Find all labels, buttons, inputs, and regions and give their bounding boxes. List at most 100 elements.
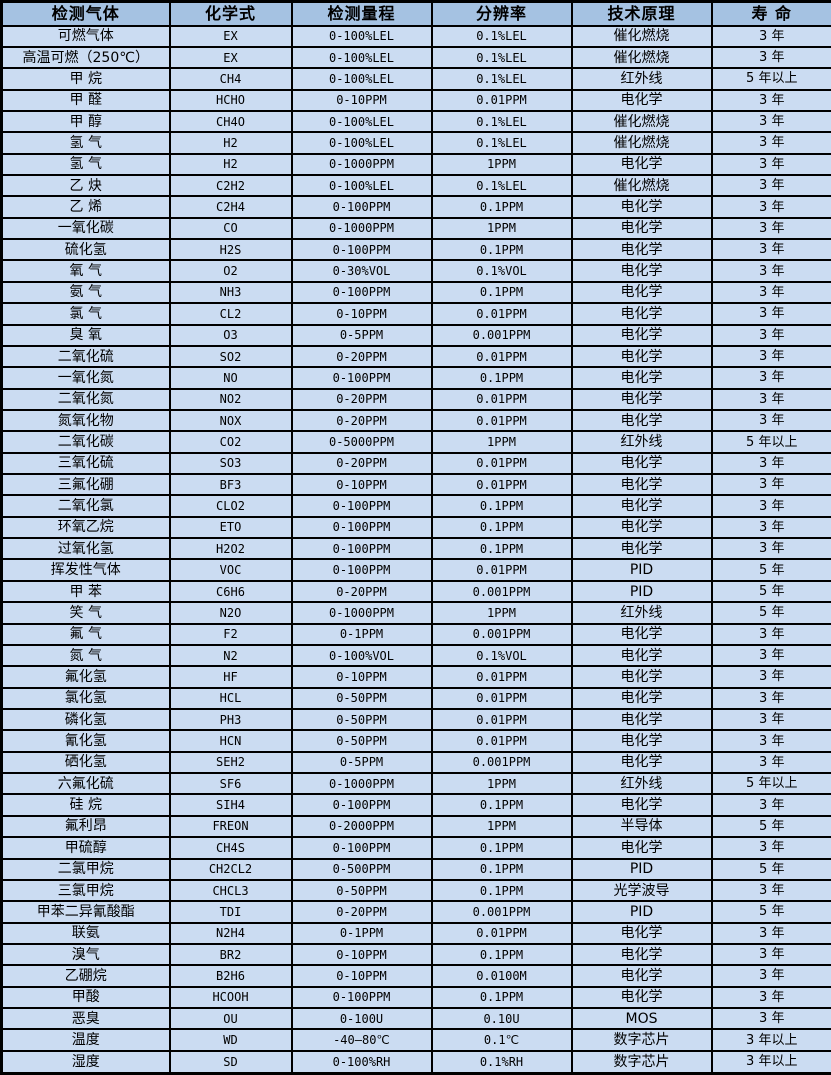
table-row: 一氧化碳 CO 0-1000PPM 1PPM 电化学 3 年: [0, 216, 831, 241]
table-row: 二氧化碳 CO2 0-5000PPM 1PPM 红外线 5 年以上: [0, 430, 831, 454]
cell-range: 0-1PPM: [290, 622, 433, 646]
cell-resolution: 0.001PPM: [430, 750, 573, 775]
cell-resolution: 0.001PPM: [430, 579, 573, 604]
cell-principle: 电化学: [570, 686, 713, 711]
table-body: 可燃气体 EX 0-100%LEL 0.1%LEL 催化燃烧 3 年高温可燃（250℃） E…: [0, 24, 831, 1075]
cell-lifespan: 3 年: [710, 473, 831, 497]
cell-gas: 氮 气: [0, 643, 171, 668]
cell-lifespan: 3 年: [710, 131, 831, 155]
cell-resolution: 0.01PPM: [430, 473, 573, 497]
cell-gas: 氟化氢: [0, 665, 171, 689]
cell-formula: CLO2: [168, 494, 293, 518]
cell-principle: 电化学: [570, 729, 713, 753]
cell-gas: 磷化氢: [0, 707, 171, 732]
cell-range: 0-20PPM: [290, 387, 433, 411]
cell-resolution: 0.1%LEL: [430, 45, 573, 70]
table-row: 恶臭 OU 0-100U 0.10U MOS 3 年: [0, 1007, 831, 1031]
cell-gas: 一氧化碳: [0, 216, 171, 241]
cell-resolution: 0.01PPM: [430, 344, 573, 369]
cell-gas: 笑 气: [0, 601, 171, 625]
cell-lifespan: 3 年: [710, 238, 831, 262]
table-row: 硒化氢 SEH2 0-5PPM 0.001PPM 电化学 3 年: [0, 750, 831, 775]
cell-formula: FREON: [168, 814, 293, 839]
cell-resolution: 0.1PPM: [430, 878, 573, 903]
cell-resolution: 0.1%LEL: [430, 131, 573, 155]
cell-lifespan: 3 年: [710, 152, 831, 177]
cell-range: 0-100PPM: [290, 238, 433, 262]
table-header: 检测气体 化学式 检测量程 分辨率 技术原理寿 命: [0, 0, 831, 27]
cell-gas: 硫化氢: [0, 238, 171, 262]
cell-range: 0-2000PPM: [290, 814, 433, 839]
cell-formula: O3: [168, 323, 293, 347]
cell-range: 0-100%LEL: [290, 24, 433, 48]
cell-gas: 恶臭: [0, 1007, 171, 1031]
cell-resolution: 0.1%LEL: [430, 173, 573, 198]
cell-resolution: 1PPM: [430, 430, 573, 454]
cell-formula: PH3: [168, 707, 293, 732]
cell-principle: 催化燃烧: [570, 109, 713, 134]
cell-principle: 红外线: [570, 601, 713, 625]
cell-formula: HCL: [168, 686, 293, 711]
cell-range: 0-1000PPM: [290, 601, 433, 625]
table-row: 一氧化氮 NO 0-100PPM 0.1PPM 电化学 3 年: [0, 366, 831, 390]
cell-resolution: 1PPM: [430, 152, 573, 177]
cell-gas: 溴气: [0, 942, 171, 967]
cell-lifespan: 5 年: [710, 601, 831, 625]
table-row: 甲硫醇 CH4S 0-100PPM 0.1PPM 电化学 3 年: [0, 836, 831, 860]
cell-principle: 电化学: [570, 302, 713, 326]
table-row: 乙硼烷 B2H6 0-10PPM 0.0100M 电化学 3 年: [0, 964, 831, 988]
cell-range: 0-1000PPM: [290, 216, 433, 241]
cell-lifespan: 5 年: [710, 558, 831, 582]
cell-formula: O2: [168, 259, 293, 283]
cell-formula: C2H2: [168, 173, 293, 198]
cell-gas: 氨 气: [0, 280, 171, 305]
cell-range: 0-1000PPM: [290, 152, 433, 177]
cell-gas: 环氧乙烷: [0, 515, 171, 540]
cell-formula: TDI: [168, 900, 293, 924]
table-row: 乙 烯 C2H4 0-100PPM 0.1PPM 电化学 3 年: [0, 195, 831, 219]
cell-lifespan: 3 年: [710, 366, 831, 390]
table-row: 环氧乙烷 ETO 0-100PPM 0.1PPM 电化学 3 年: [0, 515, 831, 540]
cell-formula: NO2: [168, 387, 293, 411]
cell-principle: MOS: [570, 1007, 713, 1031]
cell-formula: BF3: [168, 473, 293, 497]
cell-range: 0-5PPM: [290, 750, 433, 775]
table-row: 硫化氢 H2S 0-100PPM 0.1PPM 电化学 3 年: [0, 238, 831, 262]
cell-formula: HCHO: [168, 88, 293, 112]
cell-resolution: 0.1%LEL: [430, 109, 573, 134]
header-cell-formula: 化学式: [168, 0, 293, 27]
table-row: 氧 气 O2 0-30%VOL 0.1%VOL 电化学 3 年: [0, 259, 831, 283]
table-row: 氟 气 F2 0-1PPM 0.001PPM 电化学 3 年: [0, 622, 831, 646]
cell-principle: 电化学: [570, 707, 713, 732]
cell-principle: 电化学: [570, 515, 713, 540]
table-row: 二氯甲烷 CH2CL2 0-500PPM 0.1PPM PID 5 年: [0, 857, 831, 881]
cell-gas: 硒化氢: [0, 750, 171, 775]
cell-formula: H2: [168, 131, 293, 155]
cell-principle: 红外线: [570, 430, 713, 454]
cell-formula: HCOOH: [168, 985, 293, 1010]
table-row: 三氯甲烷 CHCL3 0-50PPM 0.1PPM 光学波导 3 年: [0, 878, 831, 903]
cell-gas: 氰化氢: [0, 729, 171, 753]
cell-formula: H2O2: [168, 537, 293, 561]
cell-range: 0-100PPM: [290, 793, 433, 817]
cell-principle: 电化学: [570, 451, 713, 476]
cell-range: 0-100PPM: [290, 366, 433, 390]
cell-lifespan: 3 年: [710, 643, 831, 668]
cell-gas: 三氧化硫: [0, 451, 171, 476]
cell-lifespan: 5 年以上: [710, 430, 831, 454]
cell-principle: 电化学: [570, 473, 713, 497]
cell-resolution: 0.01PPM: [430, 707, 573, 732]
cell-formula: F2: [168, 622, 293, 646]
cell-gas: 乙 烯: [0, 195, 171, 219]
cell-range: 0-100PPM: [290, 836, 433, 860]
table-row: 三氧化硫 SO3 0-20PPM 0.01PPM 电化学 3 年: [0, 451, 831, 476]
cell-principle: PID: [570, 579, 713, 604]
cell-resolution: 0.01PPM: [430, 408, 573, 433]
table-row: 过氧化氢 H2O2 0-100PPM 0.1PPM 电化学 3 年: [0, 537, 831, 561]
cell-principle: 电化学: [570, 643, 713, 668]
cell-principle: 电化学: [570, 323, 713, 347]
table-row: 笑 气 N2O 0-1000PPM 1PPM 红外线 5 年: [0, 601, 831, 625]
cell-gas: 二氧化硫: [0, 344, 171, 369]
cell-lifespan: 3 年: [710, 964, 831, 988]
cell-gas: 温度: [0, 1028, 171, 1052]
